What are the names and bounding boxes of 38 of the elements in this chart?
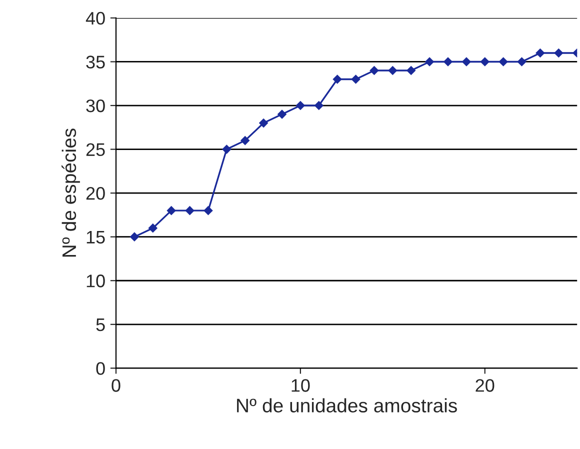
point xyxy=(351,74,360,84)
x-axis-title: Nº de unidades amostrais xyxy=(237,398,457,412)
y-tick-label: 10 xyxy=(86,274,105,288)
y-tick-label: 30 xyxy=(86,99,105,112)
point xyxy=(517,57,526,66)
point xyxy=(148,224,158,233)
y-tick-label: 40 xyxy=(86,12,105,25)
point xyxy=(370,66,379,75)
point xyxy=(166,206,176,216)
point xyxy=(314,101,324,110)
point xyxy=(462,57,471,66)
point xyxy=(278,110,286,119)
point xyxy=(554,48,564,58)
y-tick-label: 15 xyxy=(86,230,105,244)
point xyxy=(388,66,398,75)
point xyxy=(296,101,305,110)
point xyxy=(480,57,490,66)
point xyxy=(444,57,452,66)
point xyxy=(222,144,232,154)
x-tick-label: 10 xyxy=(292,379,310,392)
point xyxy=(185,206,194,216)
y-tick-label: 35 xyxy=(86,56,105,68)
point xyxy=(536,48,545,58)
point xyxy=(240,136,250,145)
x-tick-label: 0 xyxy=(112,379,120,392)
point xyxy=(406,66,416,75)
y-tick-label: 0 xyxy=(96,362,105,375)
point xyxy=(204,206,213,216)
point xyxy=(130,232,139,242)
y-axis-title: Nº de espécies xyxy=(62,128,80,257)
point xyxy=(498,57,508,66)
point xyxy=(425,57,434,66)
x-tick-label: 20 xyxy=(476,379,494,392)
y-tick-label: 25 xyxy=(86,143,105,156)
point xyxy=(332,74,342,84)
y-tick-label: 5 xyxy=(96,318,105,332)
point xyxy=(259,118,268,128)
y-tick-label: 20 xyxy=(86,187,105,200)
